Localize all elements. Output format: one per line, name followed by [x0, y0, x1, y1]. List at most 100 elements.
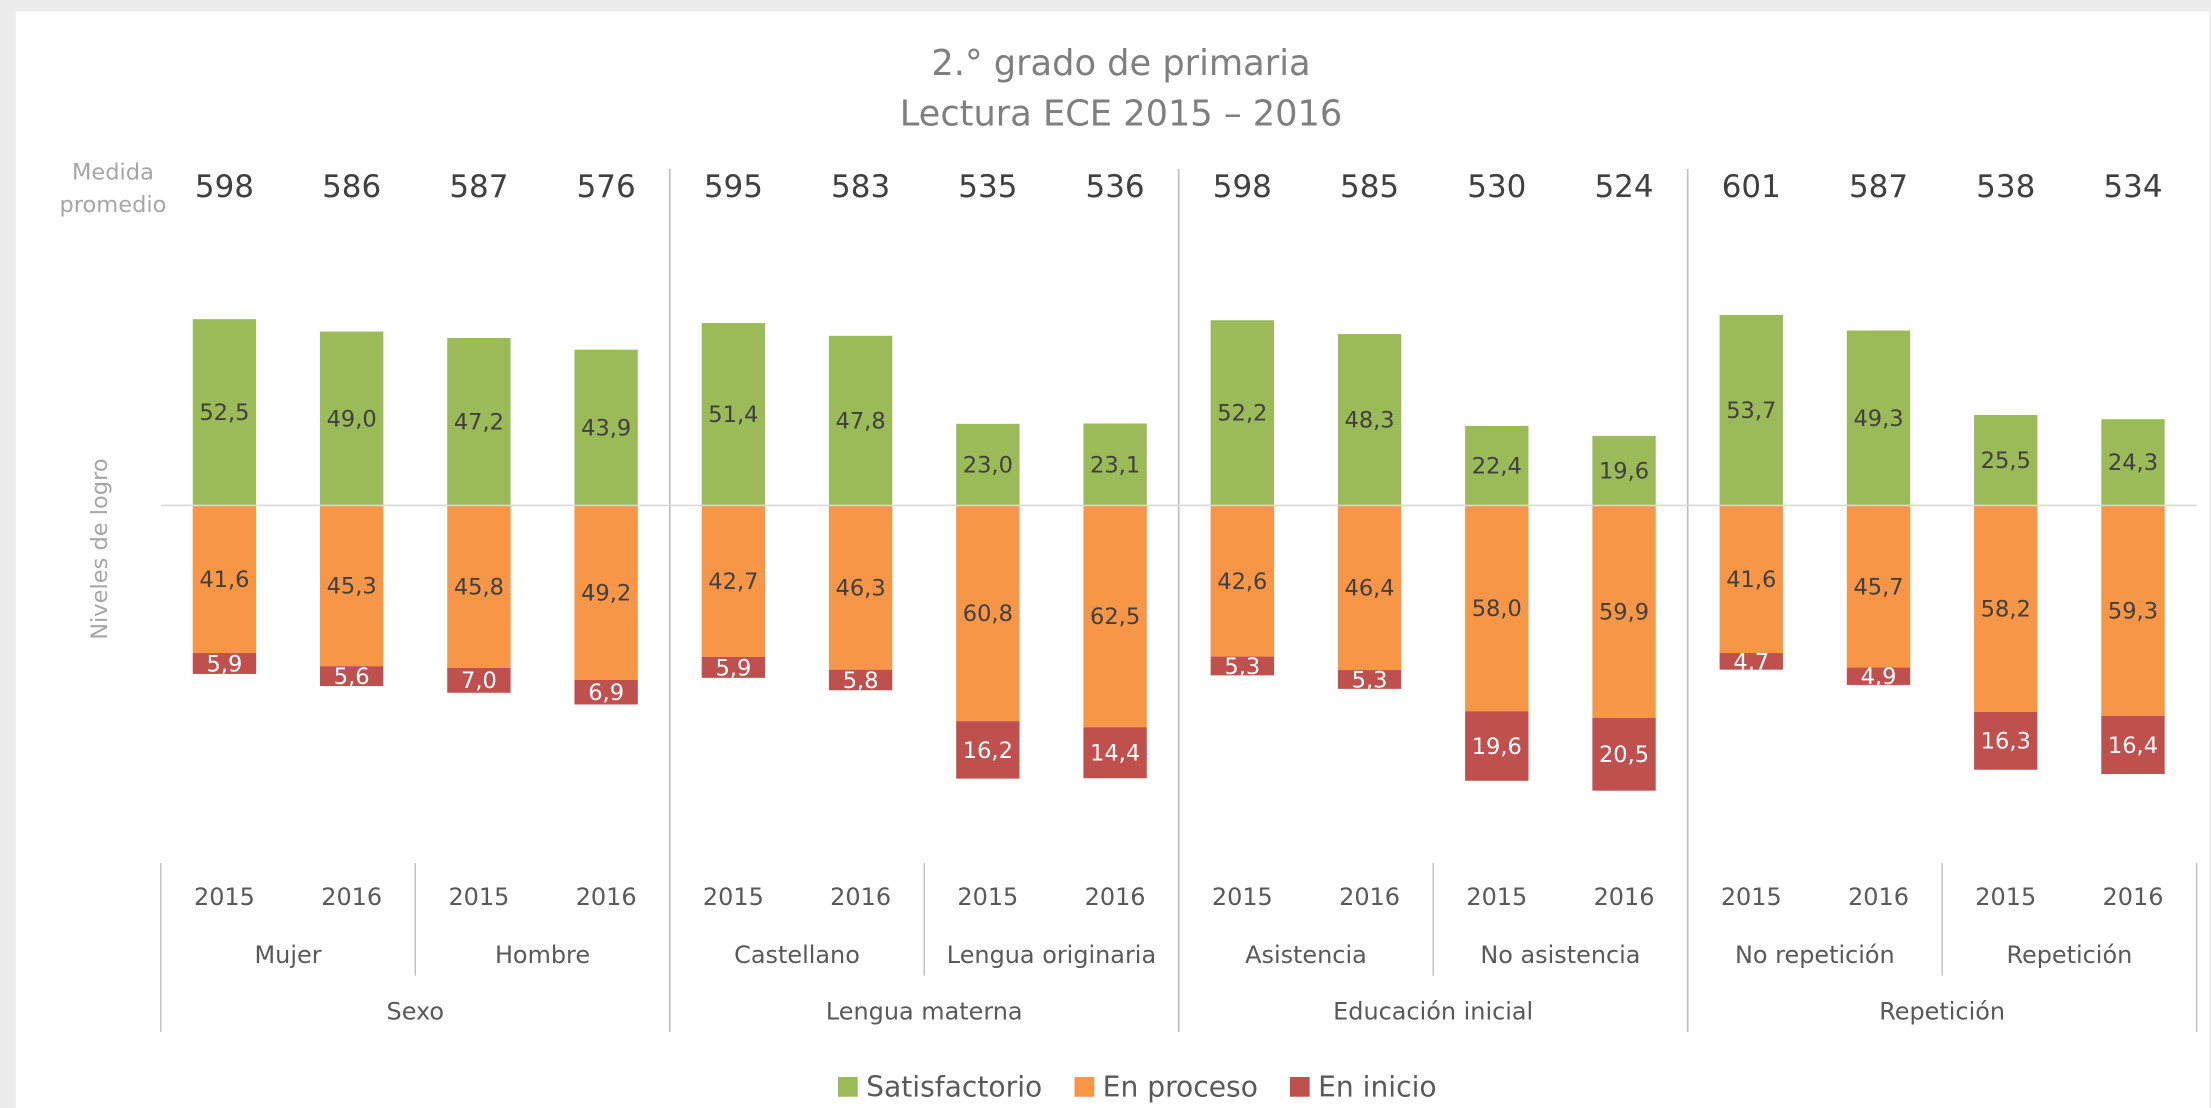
data-label: 42,7: [708, 569, 758, 595]
bar-segment: [574, 679, 638, 705]
bar-segment: [956, 505, 1020, 722]
bar-segment: [1846, 505, 1911, 668]
data-label: 42,6: [1217, 569, 1267, 595]
bar-segment: [828, 335, 893, 506]
x-tick-label: 2016: [830, 883, 891, 911]
group-label: Hombre: [495, 941, 590, 969]
bar-segment: [447, 337, 511, 506]
data-label: 41,6: [199, 567, 249, 593]
bar-segment: [828, 669, 893, 691]
bar-segment: [574, 349, 638, 506]
group-label: Repetición: [2006, 941, 2132, 969]
supergroup-label: Repetición: [1879, 997, 2005, 1025]
data-label: 5,3: [1352, 667, 1388, 693]
data-label: 5,9: [207, 651, 243, 677]
data-label: 24,3: [2108, 450, 2158, 476]
data-label: 47,8: [836, 409, 886, 435]
bar-segment: [1337, 334, 1402, 506]
group-label: No repetición: [1735, 941, 1895, 969]
legend-swatch: [1074, 1077, 1095, 1097]
bar-segment: [1465, 505, 1529, 712]
bar-segment: [1592, 717, 1656, 791]
bar-segment: [1210, 320, 1275, 506]
legend-swatch: [838, 1077, 858, 1097]
bar-segment: [1337, 670, 1402, 689]
supergroup-label: Sexo: [387, 997, 445, 1025]
x-tick-label: 2015: [448, 883, 509, 911]
data-label: 49,0: [327, 406, 377, 432]
data-label: 62,5: [1090, 604, 1140, 630]
bar-segment: [447, 505, 511, 668]
x-tick-label: 2015: [1466, 883, 1527, 911]
x-tick-label: 2016: [1594, 883, 1655, 911]
x-tick-label: 2015: [957, 883, 1018, 911]
data-label: 4,7: [1733, 649, 1769, 675]
bar-segment: [319, 505, 384, 667]
chart-title: 2.° grado de primaria: [931, 43, 1310, 84]
data-label: 23,1: [1090, 452, 1140, 478]
group-label: No asistencia: [1480, 941, 1640, 969]
mean-value: 587: [1849, 169, 1908, 205]
bar-segment: [319, 331, 384, 506]
data-label: 59,9: [1599, 600, 1649, 626]
group-label: Asistencia: [1245, 941, 1367, 969]
y-axis-label: Niveles de logro: [87, 458, 113, 639]
bar-segment: [1210, 505, 1275, 657]
bar-segment: [828, 505, 893, 670]
supergroup-label: Lengua materna: [826, 997, 1023, 1025]
bar-segment: [1210, 656, 1275, 676]
x-tick-label: 2015: [703, 883, 764, 911]
bar-segment: [574, 505, 638, 680]
bar-segment: [1974, 711, 2038, 770]
data-label: 6,9: [588, 680, 624, 706]
data-label: 47,2: [454, 410, 504, 436]
bar-segment: [1465, 425, 1529, 506]
legend-label: En proceso: [1103, 1070, 1258, 1103]
mean-value: 538: [1976, 169, 2035, 205]
mean-value: 598: [195, 169, 254, 205]
data-label: 48,3: [1344, 408, 1394, 434]
bar-segment: [1337, 505, 1402, 671]
data-label: 14,4: [1090, 741, 1140, 767]
bar-segment: [1592, 435, 1656, 506]
mean-value: 524: [1594, 169, 1653, 205]
data-label: 45,3: [327, 574, 377, 600]
bar-segment: [1592, 505, 1656, 718]
bar-segment: [701, 323, 766, 506]
mean-value: 598: [1213, 169, 1272, 205]
x-tick-label: 2016: [576, 883, 637, 911]
x-tick-label: 2015: [194, 883, 255, 911]
data-label: 59,3: [2108, 599, 2158, 625]
legend-label: Satisfactorio: [866, 1070, 1042, 1103]
data-label: 22,4: [1472, 454, 1522, 480]
bar-segment: [2101, 715, 2165, 775]
data-label: 20,5: [1599, 742, 1649, 768]
data-label: 46,3: [836, 575, 886, 601]
mean-label: Medida: [72, 160, 154, 186]
data-label: 5,3: [1224, 654, 1260, 680]
bar-segment: [956, 423, 1020, 506]
bar-segment: [701, 505, 766, 657]
chart-subtitle: Lectura ECE 2015 – 2016: [900, 93, 1343, 134]
bar-segment: [1846, 667, 1911, 685]
bar-segment: [1719, 314, 1783, 506]
group-label: Lengua originaria: [947, 941, 1156, 969]
mean-value: 601: [1722, 169, 1781, 205]
data-label: 49,3: [1853, 406, 1903, 432]
mean-value: 535: [958, 169, 1017, 205]
x-tick-label: 2015: [1721, 883, 1782, 911]
mean-value: 586: [322, 169, 381, 205]
x-tick-label: 2016: [1085, 883, 1146, 911]
bar-segment: [1719, 505, 1783, 654]
bar-segment: [192, 319, 257, 506]
bar-segment: [1083, 423, 1147, 506]
data-label: 52,5: [199, 400, 249, 426]
bar-segment: [1465, 711, 1529, 781]
mean-value: 536: [1086, 169, 1145, 205]
bar-segment: [2101, 505, 2165, 716]
data-label: 16,3: [1981, 729, 2031, 755]
bar-segment: [1719, 653, 1783, 670]
data-label: 41,6: [1726, 567, 1776, 593]
mean-value: 534: [2103, 169, 2162, 205]
